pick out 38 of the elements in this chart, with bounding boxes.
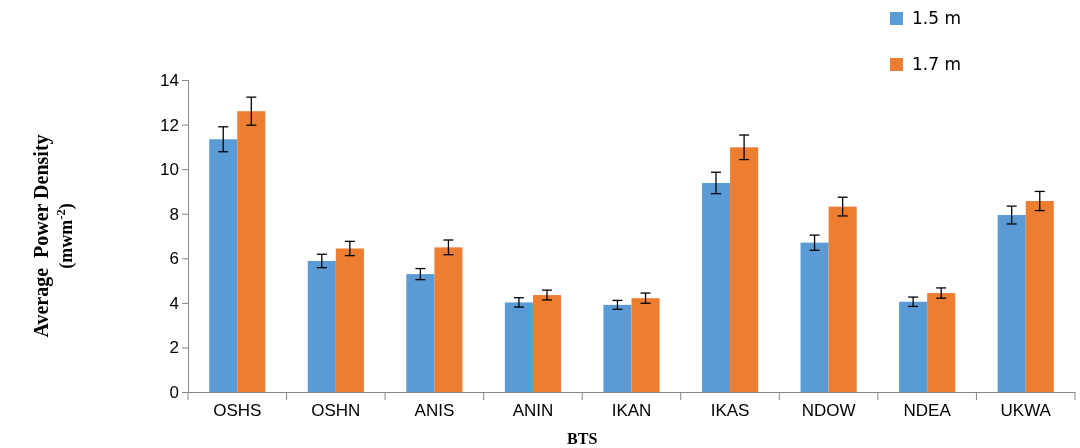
x-tick-label: NDEA [903, 401, 952, 421]
bar [899, 301, 928, 392]
legend-label: 1.7 m [912, 54, 961, 74]
bar [631, 298, 660, 392]
y-tick-label: 4 [169, 293, 179, 313]
bar [335, 248, 364, 392]
bar [406, 274, 435, 392]
y-tick-label: 2 [169, 338, 179, 358]
bar [504, 302, 533, 392]
x-tick-label: IKAS [710, 401, 750, 421]
bar [997, 215, 1026, 392]
y-tick-label: 8 [169, 204, 179, 224]
x-tick-label: UKWA [1000, 401, 1052, 421]
legend-label: 1.5 m [912, 8, 961, 28]
x-tick-label: NDOW [801, 401, 856, 421]
x-tick-label: ANIS [414, 401, 455, 421]
x-tick-label: OSHS [213, 401, 262, 421]
x-tick-label: IKAN [611, 401, 652, 421]
y-tick-label: 12 [160, 115, 179, 135]
bar [532, 295, 562, 392]
bar [927, 293, 956, 392]
y-tick-label: 10 [160, 160, 179, 180]
bar [237, 111, 266, 392]
x-tick-label: ANIN [512, 401, 554, 421]
y-tick-label: 14 [160, 70, 179, 90]
bar [828, 206, 857, 392]
y-tick-label: 0 [169, 382, 179, 402]
bar [1025, 201, 1054, 392]
bar [209, 139, 238, 392]
bar [434, 247, 463, 392]
bar [603, 304, 632, 392]
bar [800, 242, 829, 392]
y-tick-label: 6 [169, 249, 179, 269]
bar [730, 147, 759, 392]
x-axis-title: BTS [567, 430, 598, 447]
bar [307, 260, 336, 392]
bar [701, 182, 731, 392]
x-tick-label: OSHN [311, 401, 361, 421]
